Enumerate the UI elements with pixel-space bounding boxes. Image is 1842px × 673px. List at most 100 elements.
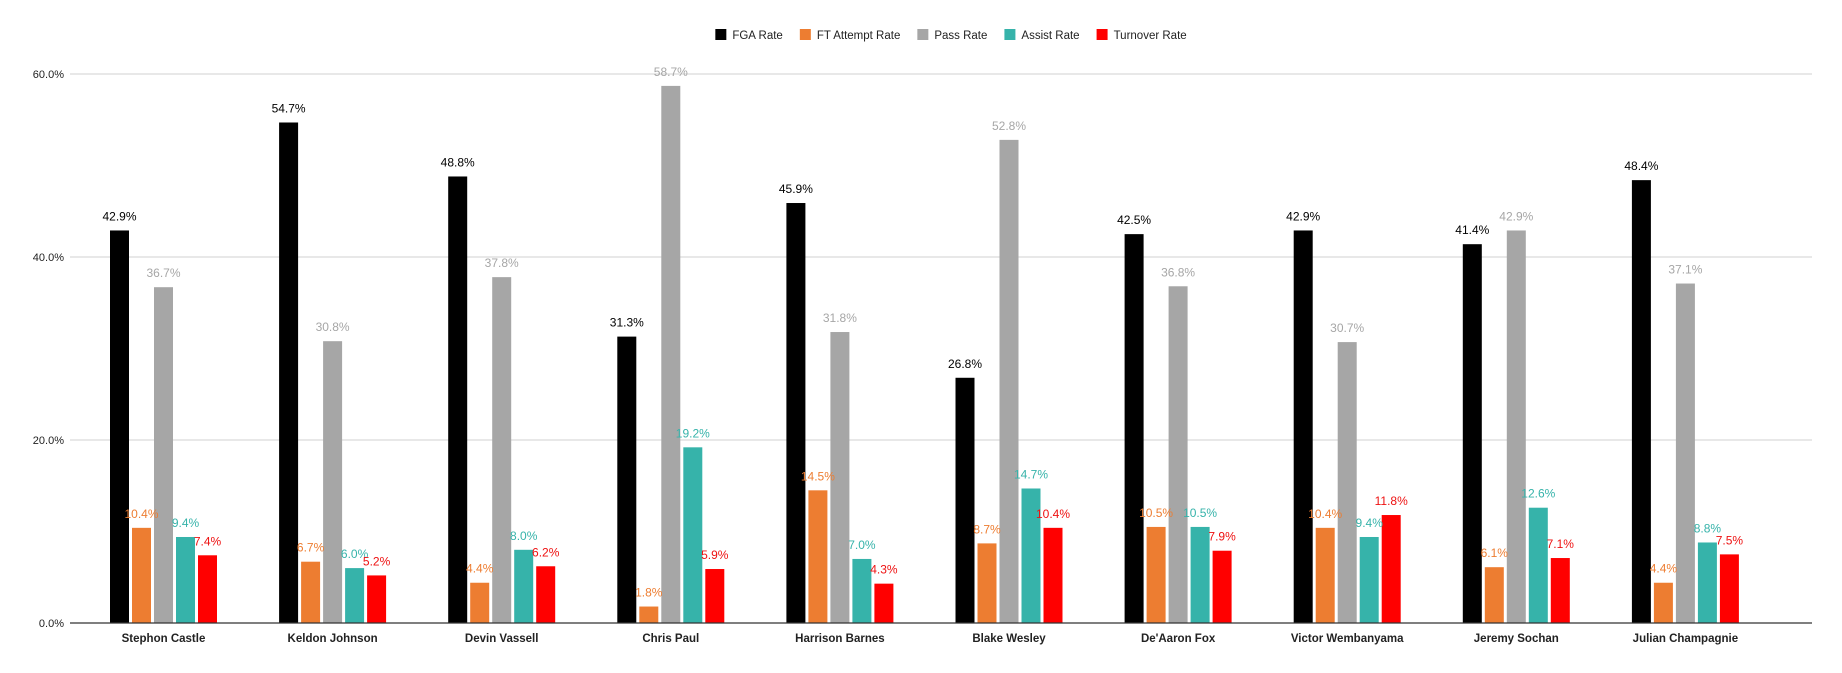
bar-turnover-rate-chris-paul[interactable]	[705, 569, 725, 623]
bar-ft-attempt-rate-stephon-castle[interactable]	[132, 527, 151, 623]
data-label-pass-rate-devin-vassell: 37.8%	[485, 256, 519, 270]
legend-item-fga-rate[interactable]: FGA Rate	[715, 29, 783, 42]
bar-assist-rate-keldon-johnson[interactable]	[345, 568, 365, 623]
data-label-turnover-rate-harrison-barnes: 4.3%	[870, 563, 898, 577]
legend-label: Assist Rate	[1021, 30, 1079, 42]
bar-fga-rate-devin-vassell[interactable]	[448, 176, 468, 624]
bar-assist-rate-harrison-barnes[interactable]	[852, 558, 872, 623]
bar-ft-attempt-rate-blake-wesley[interactable]	[977, 543, 997, 623]
bar-turnover-rate-blake-wesley[interactable]	[1043, 527, 1063, 623]
bar-fga-rate-blake-wesley[interactable]	[955, 377, 975, 623]
data-label-pass-rate-blake-wesley: 52.8%	[992, 119, 1026, 133]
x-category-label: Blake Wesley	[972, 633, 1046, 645]
bar-pass-rate-keldon-johnson[interactable]	[323, 341, 343, 623]
bar-turnover-rate-harrison-barnes[interactable]	[874, 583, 894, 623]
bar-ft-attempt-rate-victor-wembanyama[interactable]	[1315, 527, 1335, 623]
legend-swatch	[917, 29, 929, 40]
data-label-ft-attempt-rate-blake-wesley: 8.7%	[973, 522, 1001, 536]
bar-fga-rate-jeremy-sochan[interactable]	[1462, 244, 1482, 623]
bar-pass-rate-victor-wembanyama[interactable]	[1337, 342, 1357, 623]
data-label-assist-rate-harrison-barnes: 7.0%	[848, 538, 876, 552]
data-label-ft-attempt-rate-keldon-johnson: 6.7%	[297, 541, 325, 555]
y-tick-label: 40.0%	[33, 252, 64, 264]
data-label-pass-rate-julian-champagnie: 37.1%	[1668, 263, 1702, 277]
legend-swatch	[1004, 29, 1016, 40]
bar-pass-rate-chris-paul[interactable]	[661, 85, 681, 623]
x-category-label: De'Aaron Fox	[1141, 633, 1216, 645]
bar-fga-rate-keldon-johnson[interactable]	[279, 122, 299, 624]
legend-label: FT Attempt Rate	[817, 30, 901, 42]
bar-fga-rate-victor-wembanyama[interactable]	[1293, 230, 1313, 623]
bar-fga-rate-stephon-castle[interactable]	[110, 230, 129, 623]
bar-assist-rate-victor-wembanyama[interactable]	[1359, 536, 1379, 623]
data-label-ft-attempt-rate-devin-vassell: 4.4%	[466, 562, 494, 576]
bar-fga-rate-julian-champagnie[interactable]	[1631, 180, 1651, 623]
bar-turnover-rate-victor-wembanyama[interactable]	[1381, 515, 1401, 623]
data-label-ft-attempt-rate-chris-paul: 1.8%	[635, 586, 663, 600]
bar-assist-rate-devin-vassell[interactable]	[514, 549, 534, 623]
legend-item-ft-attempt-rate[interactable]: FT Attempt Rate	[799, 29, 901, 42]
bar-turnover-rate-devin-vassell[interactable]	[536, 566, 556, 623]
bar-pass-rate-jeremy-sochan[interactable]	[1506, 230, 1526, 623]
bar-turnover-rate-keldon-johnson[interactable]	[367, 575, 387, 623]
data-label-turnover-rate-stephon-castle: 7.4%	[194, 534, 222, 548]
data-label-pass-rate-chris-paul: 58.7%	[654, 65, 688, 79]
legend-item-turnover-rate[interactable]: Turnover Rate	[1096, 29, 1187, 42]
bar-pass-rate-harrison-barnes[interactable]	[830, 332, 850, 623]
bar-pass-rate-julian-champagnie[interactable]	[1675, 283, 1695, 623]
data-label-pass-rate-harrison-barnes: 31.8%	[823, 311, 857, 325]
bar-assist-rate-jeremy-sochan[interactable]	[1528, 507, 1548, 623]
data-label-pass-rate-keldon-johnson: 30.8%	[316, 320, 350, 334]
bar-ft-attempt-rate-keldon-johnson[interactable]	[301, 561, 321, 623]
bar-assist-rate-blake-wesley[interactable]	[1021, 488, 1041, 623]
data-label-ft-attempt-rate-jeremy-sochan: 6.1%	[1481, 546, 1509, 560]
bar-ft-attempt-rate-devin-vassell[interactable]	[470, 582, 490, 623]
data-label-turnover-rate-chris-paul: 5.9%	[701, 548, 729, 562]
legend-label: FGA Rate	[732, 30, 783, 42]
bar-fga-rate-harrison-barnes[interactable]	[786, 203, 806, 623]
y-tick-label: 60.0%	[33, 69, 64, 81]
data-label-fga-rate-stephon-castle: 42.9%	[102, 209, 136, 223]
bar-turnover-rate-jeremy-sochan[interactable]	[1550, 558, 1570, 623]
x-category-label: Keldon Johnson	[288, 633, 378, 645]
bar-turnover-rate-julian-champagnie[interactable]	[1719, 554, 1739, 623]
data-label-assist-rate-victor-wembanyama: 9.4%	[1356, 516, 1384, 530]
bar-ft-attempt-rate-harrison-barnes[interactable]	[808, 490, 828, 623]
data-label-pass-rate-jeremy-sochan: 42.9%	[1499, 209, 1533, 223]
legend[interactable]: FGA Rate FT Attempt Rate Pass Rate Assist R…	[715, 29, 1187, 42]
data-label-turnover-rate-victor-wembanyama: 11.8%	[1375, 494, 1408, 508]
bar-assist-rate-de-aaron-fox[interactable]	[1190, 526, 1210, 623]
bar-pass-rate-blake-wesley[interactable]	[999, 139, 1019, 623]
data-label-fga-rate-victor-wembanyama: 42.9%	[1286, 209, 1320, 223]
x-category-label: Julian Champagnie	[1633, 633, 1738, 645]
bar-turnover-rate-de-aaron-fox[interactable]	[1212, 550, 1232, 623]
bar-assist-rate-julian-champagnie[interactable]	[1697, 542, 1717, 623]
bar-assist-rate-stephon-castle[interactable]	[176, 536, 195, 623]
bar-pass-rate-stephon-castle[interactable]	[154, 287, 173, 623]
legend-item-assist-rate[interactable]: Assist Rate	[1004, 29, 1080, 42]
bar-fga-rate-chris-paul[interactable]	[617, 336, 637, 623]
data-label-turnover-rate-julian-champagnie: 7.5%	[1716, 533, 1744, 547]
data-label-ft-attempt-rate-harrison-barnes: 14.5%	[801, 469, 835, 483]
bar-ft-attempt-rate-jeremy-sochan[interactable]	[1484, 567, 1504, 623]
data-label-pass-rate-stephon-castle: 36.7%	[146, 266, 180, 280]
data-label-pass-rate-de-aaron-fox: 36.8%	[1161, 265, 1195, 279]
bar-ft-attempt-rate-chris-paul[interactable]	[639, 606, 659, 623]
x-category-label: Devin Vassell	[465, 633, 539, 645]
bar-ft-attempt-rate-de-aaron-fox[interactable]	[1146, 526, 1166, 623]
data-label-assist-rate-stephon-castle: 9.4%	[172, 516, 200, 530]
legend-swatch	[1096, 29, 1108, 40]
bar-pass-rate-devin-vassell[interactable]	[492, 277, 512, 623]
data-label-turnover-rate-blake-wesley: 10.4%	[1036, 507, 1070, 521]
bar-assist-rate-chris-paul[interactable]	[683, 447, 703, 623]
x-axis: Stephon Castle Keldon Johnson Devin Vassel…	[70, 622, 1812, 645]
bar-turnover-rate-stephon-castle[interactable]	[198, 555, 217, 623]
legend-item-pass-rate[interactable]: Pass Rate	[917, 29, 987, 42]
data-label-assist-rate-de-aaron-fox: 10.5%	[1183, 506, 1217, 520]
data-label-pass-rate-victor-wembanyama: 30.7%	[1330, 321, 1364, 335]
bar-fga-rate-de-aaron-fox[interactable]	[1124, 234, 1144, 623]
bar-ft-attempt-rate-julian-champagnie[interactable]	[1653, 582, 1673, 623]
bar-pass-rate-de-aaron-fox[interactable]	[1168, 286, 1188, 623]
legend-label: Pass Rate	[934, 30, 987, 42]
